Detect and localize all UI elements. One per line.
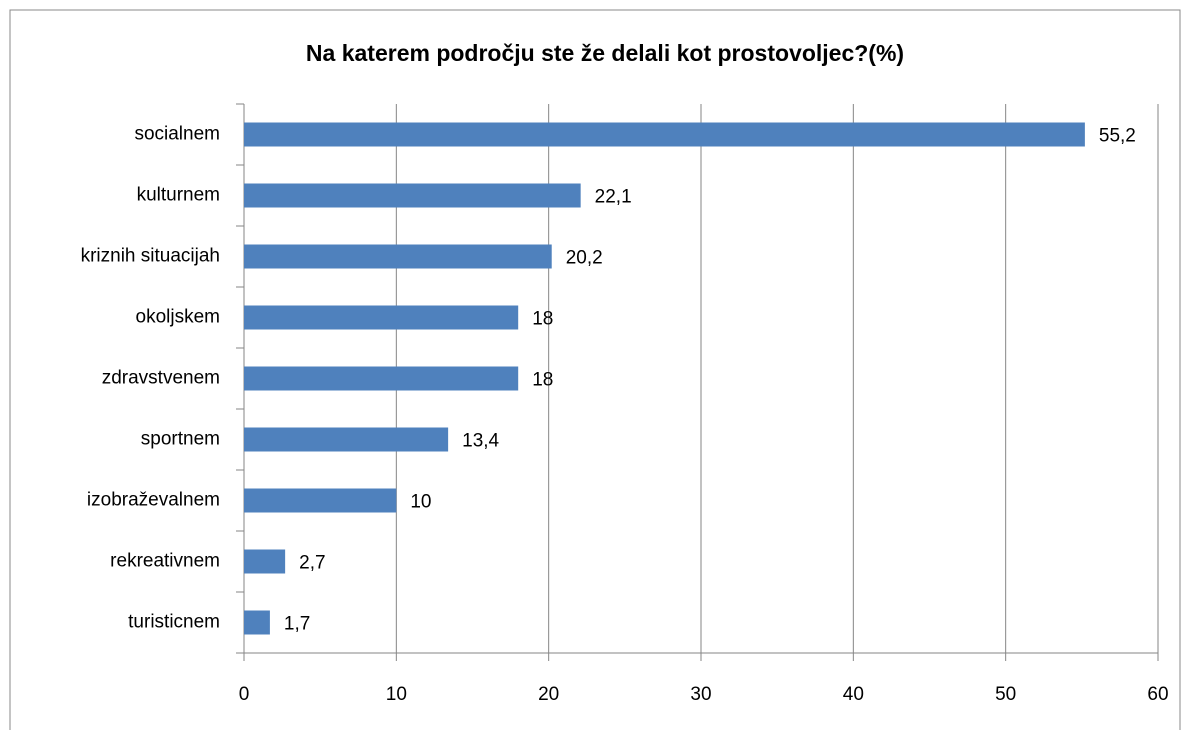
data-label: 1,7 <box>284 614 310 635</box>
bar <box>244 183 581 208</box>
y-tick-label: turisticnem <box>128 612 220 633</box>
bar <box>244 610 270 635</box>
x-tick-label: 60 <box>1147 684 1168 705</box>
x-tick-label: 30 <box>690 684 711 705</box>
data-label: 20,2 <box>566 248 603 269</box>
data-label: 10 <box>410 492 431 513</box>
data-label: 18 <box>532 309 553 330</box>
y-tick-label: kriznih situacijah <box>81 246 220 267</box>
y-tick-label: zdravstvenem <box>102 368 220 389</box>
data-label: 18 <box>532 370 553 391</box>
data-label: 55,2 <box>1099 126 1136 147</box>
bar <box>244 366 519 391</box>
x-tick-label: 0 <box>239 684 250 705</box>
data-label: 2,7 <box>299 553 325 574</box>
bar <box>244 549 286 574</box>
bar <box>244 488 397 513</box>
bar <box>244 244 552 269</box>
data-label: 22,1 <box>595 187 632 208</box>
x-tick-label: 40 <box>843 684 864 705</box>
y-tick-label: sportnem <box>141 429 220 450</box>
x-tick-label: 50 <box>995 684 1016 705</box>
y-tick-label: kulturnem <box>137 185 220 206</box>
y-tick-label: okoljskem <box>136 307 220 328</box>
bar <box>244 122 1085 147</box>
x-tick-label: 10 <box>386 684 407 705</box>
bar <box>244 427 449 452</box>
x-tick-label: 20 <box>538 684 559 705</box>
y-tick-label: socialnem <box>134 124 220 145</box>
y-tick-label: izobraževalnem <box>87 490 220 511</box>
bar <box>244 305 519 330</box>
data-label: 13,4 <box>462 431 499 452</box>
y-tick-label: rekreativnem <box>110 551 220 572</box>
chart-title: Na katerem področju ste že delali kot pr… <box>306 40 904 66</box>
